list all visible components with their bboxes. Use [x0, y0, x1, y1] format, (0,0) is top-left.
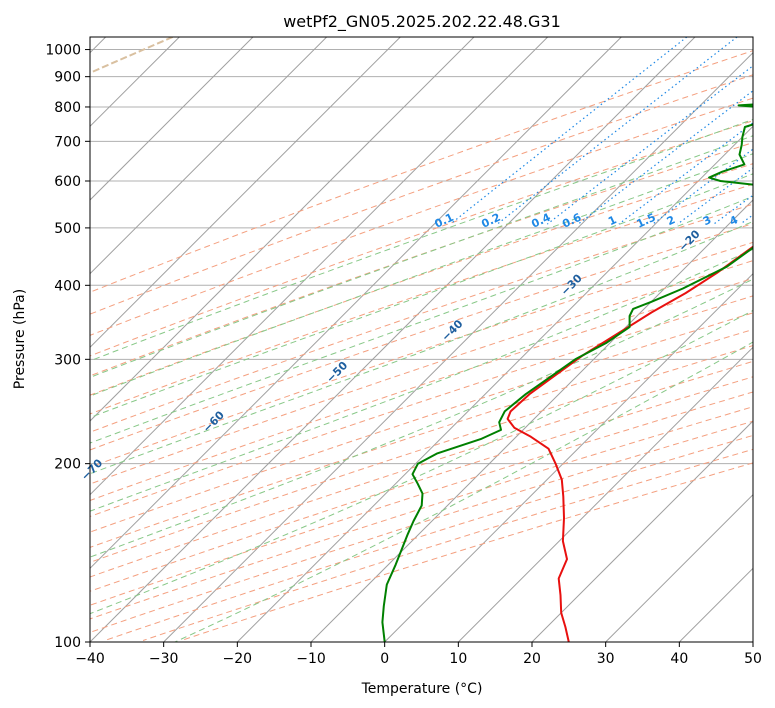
dry-adiabat — [90, 222, 753, 451]
dewpoint-profile-line — [381, 103, 753, 642]
dry-adiabat — [90, 277, 753, 502]
dry-adiabat — [90, 241, 753, 468]
skewed-isotherm — [310, 199, 753, 642]
x-tick-label: −30 — [149, 651, 179, 667]
dry-adiabat — [90, 163, 753, 396]
x-tick-label: −40 — [75, 651, 105, 667]
x-tick-label: 0 — [380, 651, 389, 667]
y-tick-label: 500 — [54, 221, 81, 237]
y-tick-label: 200 — [54, 457, 81, 473]
y-tick-label: 1000 — [45, 43, 81, 59]
skewed-isotherm — [531, 420, 753, 642]
skewed-isotherm — [163, 51, 753, 642]
x-tick-label: 40 — [670, 651, 688, 667]
moist-adiabat — [90, 278, 753, 558]
mixing-ratio-line — [577, 89, 753, 225]
x-tick-label: −20 — [223, 651, 253, 667]
y-tick-label: 900 — [54, 70, 81, 86]
y-tick-label: 400 — [54, 278, 81, 294]
y-tick-label: 800 — [54, 100, 81, 116]
mixing-ratio-line — [496, 37, 738, 225]
skewed-isotherm — [457, 346, 753, 642]
moist-adiabat — [90, 173, 753, 419]
skewed-isotherm — [90, 37, 549, 496]
background-lines-layer — [90, 37, 753, 642]
skewed-isotherm — [605, 493, 753, 642]
x-axis-title: Temperature (°C) — [361, 681, 483, 697]
plot-frame — [89, 36, 754, 643]
dry-adiabat — [90, 97, 753, 336]
dry-adiabat — [90, 183, 753, 415]
skewed-isotherm — [90, 37, 254, 201]
skewed-isotherm — [90, 37, 622, 570]
skewed-isotherm — [90, 37, 328, 275]
y-axis-title: Pressure (hPa) — [12, 289, 28, 389]
dry-adiabat — [90, 203, 753, 433]
y-tick-label: 100 — [54, 635, 81, 651]
x-tick-label: 10 — [449, 651, 467, 667]
dry-adiabat — [90, 406, 753, 620]
y-tick-label: 600 — [54, 174, 81, 190]
dry-adiabat — [90, 376, 753, 592]
dry-adiabat — [90, 345, 753, 563]
x-tick-label: −10 — [296, 651, 326, 667]
y-tick-label: 700 — [54, 134, 81, 150]
dry-adiabat — [90, 260, 753, 485]
moist-adiabat — [90, 195, 753, 444]
axes-layer: −40 −30 −20 −10 0 10 20 30 40 50 100 200 300 400 500 60… — [45, 43, 762, 667]
skewed-isotherm — [90, 37, 401, 349]
x-tick-label: 20 — [523, 651, 541, 667]
grid-layer — [90, 37, 753, 642]
skewed-isotherm — [90, 37, 696, 642]
skewed-isotherm — [90, 37, 475, 422]
moist-adiabat — [90, 118, 753, 362]
mixing-ratio-line — [546, 65, 753, 225]
mixing-ratio-line — [652, 148, 753, 225]
x-tick-label: 30 — [597, 651, 615, 667]
y-tick-label: 300 — [54, 352, 81, 368]
moist-adiabat — [90, 153, 753, 397]
dry-adiabat — [90, 360, 753, 578]
dry-adiabat — [90, 142, 753, 377]
chart-title: wetPf2_GN05.2025.202.22.48.G31 — [283, 12, 561, 32]
temperature-profile-line — [506, 245, 753, 642]
dry-adiabat — [90, 120, 753, 357]
dry-adiabat — [90, 391, 753, 606]
x-tick-label: 50 — [744, 651, 762, 667]
series-layer — [381, 103, 753, 642]
mixing-ratio-line — [450, 37, 688, 225]
skewed-isotherm — [384, 272, 753, 642]
dry-adiabat — [90, 328, 753, 548]
